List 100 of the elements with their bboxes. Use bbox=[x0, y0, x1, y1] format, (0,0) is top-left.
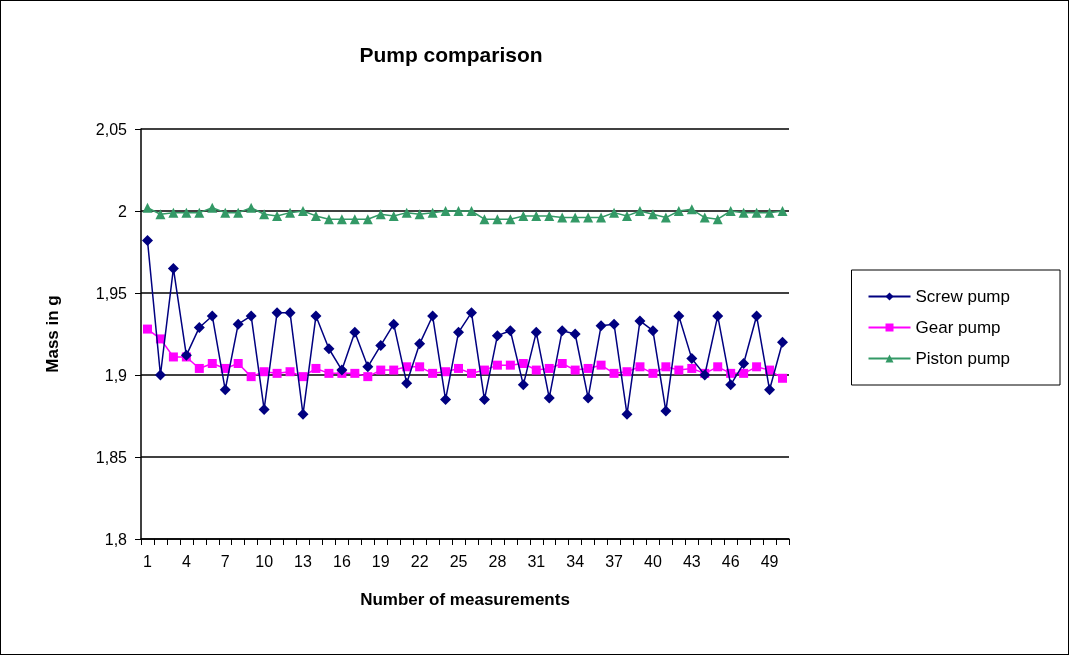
point bbox=[531, 210, 542, 221]
point bbox=[233, 359, 243, 369]
point bbox=[491, 330, 503, 342]
x-tick-label: 7 bbox=[220, 552, 230, 570]
point bbox=[687, 363, 697, 373]
point bbox=[725, 206, 736, 216]
point bbox=[414, 338, 426, 350]
point bbox=[285, 367, 295, 377]
y-tick-label: 1,85 bbox=[95, 448, 128, 466]
chart-title: Pump comparison bbox=[359, 43, 543, 66]
point bbox=[375, 209, 386, 220]
x-tick-label: 34 bbox=[566, 552, 585, 570]
point bbox=[181, 207, 192, 218]
point bbox=[738, 358, 750, 370]
point bbox=[245, 310, 257, 322]
point bbox=[310, 310, 322, 322]
point bbox=[674, 365, 684, 375]
point bbox=[764, 207, 775, 218]
point bbox=[336, 214, 347, 225]
x-tick-label: 40 bbox=[644, 552, 662, 570]
x-tick-label: 16 bbox=[332, 552, 351, 570]
y-tick-label: 1,9 bbox=[104, 366, 128, 384]
point bbox=[699, 212, 710, 223]
point bbox=[454, 363, 464, 373]
point bbox=[168, 352, 178, 362]
point bbox=[362, 361, 374, 373]
point bbox=[609, 207, 620, 218]
point bbox=[764, 384, 776, 396]
point bbox=[233, 207, 244, 218]
point bbox=[609, 368, 619, 378]
point bbox=[271, 307, 283, 319]
point bbox=[634, 206, 645, 216]
point bbox=[453, 206, 464, 216]
y-axis-title: Mass in g bbox=[43, 295, 62, 373]
point bbox=[155, 209, 166, 220]
point bbox=[686, 353, 698, 365]
x-tick-label: 43 bbox=[682, 552, 701, 570]
point bbox=[401, 207, 412, 218]
x-tick-label: 22 bbox=[410, 552, 429, 570]
point bbox=[323, 343, 335, 355]
point bbox=[323, 214, 334, 225]
point bbox=[350, 368, 360, 378]
point bbox=[167, 262, 179, 274]
point bbox=[246, 202, 257, 213]
y-tick-label: 1,95 bbox=[95, 284, 128, 302]
point bbox=[673, 310, 685, 322]
point bbox=[777, 206, 788, 216]
point bbox=[220, 207, 231, 218]
point bbox=[479, 365, 489, 375]
x-tick-label: 46 bbox=[721, 552, 740, 570]
x-tick-label: 25 bbox=[449, 552, 468, 570]
legend-label: Piston pump bbox=[915, 349, 1010, 368]
point bbox=[518, 359, 528, 369]
point bbox=[492, 214, 503, 225]
point bbox=[272, 210, 283, 221]
point bbox=[478, 394, 490, 406]
point bbox=[608, 318, 620, 330]
point bbox=[362, 214, 373, 225]
point bbox=[466, 206, 477, 216]
point bbox=[453, 326, 465, 338]
point bbox=[634, 315, 646, 327]
point bbox=[583, 212, 594, 223]
point bbox=[219, 384, 231, 396]
point bbox=[427, 207, 438, 218]
point bbox=[778, 373, 788, 383]
point bbox=[142, 202, 153, 213]
point bbox=[298, 372, 308, 382]
legend-label: Gear pump bbox=[915, 318, 1001, 337]
point bbox=[738, 207, 749, 218]
point bbox=[751, 207, 762, 218]
point bbox=[660, 212, 671, 223]
point bbox=[725, 379, 737, 391]
point bbox=[310, 210, 321, 221]
point bbox=[505, 360, 515, 370]
point bbox=[648, 368, 658, 378]
point bbox=[492, 360, 502, 370]
point bbox=[556, 325, 568, 337]
point bbox=[583, 363, 593, 373]
point bbox=[415, 362, 425, 372]
point bbox=[427, 310, 439, 322]
point bbox=[504, 325, 516, 337]
x-tick-label: 31 bbox=[527, 552, 546, 570]
x-tick-label: 10 bbox=[255, 552, 274, 570]
x-tick-label: 19 bbox=[371, 552, 390, 570]
point bbox=[557, 212, 568, 223]
point bbox=[141, 235, 153, 247]
point bbox=[479, 214, 490, 225]
y-tick-label: 2,05 bbox=[95, 120, 128, 138]
point bbox=[517, 379, 529, 391]
point bbox=[284, 307, 296, 319]
point bbox=[544, 210, 555, 221]
point bbox=[531, 365, 541, 375]
point bbox=[777, 336, 789, 348]
point bbox=[635, 362, 645, 372]
point bbox=[311, 363, 321, 373]
point bbox=[647, 325, 659, 337]
point bbox=[349, 326, 361, 338]
point bbox=[570, 365, 580, 375]
point bbox=[375, 339, 387, 351]
point bbox=[272, 368, 282, 378]
